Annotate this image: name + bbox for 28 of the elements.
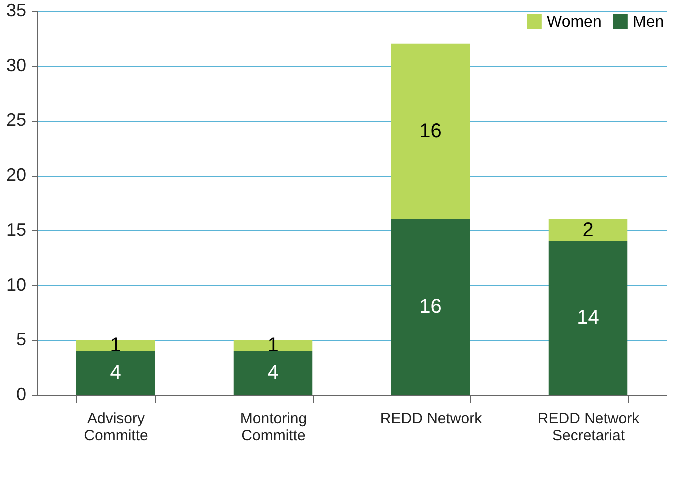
y-tick-label: 30 bbox=[6, 55, 26, 76]
y-tick-label: 35 bbox=[6, 0, 26, 20]
data-label: 16 bbox=[420, 120, 442, 143]
bar bbox=[548, 219, 628, 242]
legend-label: Women bbox=[547, 14, 602, 31]
y-tick-label: 0 bbox=[16, 384, 26, 404]
y-tick-label: 5 bbox=[16, 330, 26, 350]
y-tick-label: 10 bbox=[6, 274, 26, 295]
y-tick-label: 25 bbox=[6, 110, 26, 130]
data-label: 4 bbox=[110, 362, 122, 384]
x-tick-label: Advisory Committe bbox=[84, 410, 148, 444]
x-tick-label: REDD Network Secretariat bbox=[538, 410, 640, 444]
data-label: 2 bbox=[582, 219, 594, 242]
legend-label: Men bbox=[633, 14, 664, 31]
y-tick-label: 20 bbox=[6, 165, 26, 186]
bar bbox=[234, 351, 313, 395]
data-label: 14 bbox=[577, 307, 600, 330]
bar bbox=[76, 351, 156, 395]
data-label: 16 bbox=[420, 296, 442, 318]
bar bbox=[391, 44, 470, 220]
bar bbox=[391, 219, 470, 395]
x-tick-label: Montoring Committe bbox=[240, 410, 308, 444]
data-label: 1 bbox=[268, 334, 279, 357]
bar bbox=[548, 241, 628, 395]
data-label: 4 bbox=[268, 362, 279, 384]
y-tick-label: 15 bbox=[6, 220, 26, 240]
data-label: 1 bbox=[110, 334, 122, 357]
x-tick-label: REDD Network bbox=[380, 410, 483, 428]
